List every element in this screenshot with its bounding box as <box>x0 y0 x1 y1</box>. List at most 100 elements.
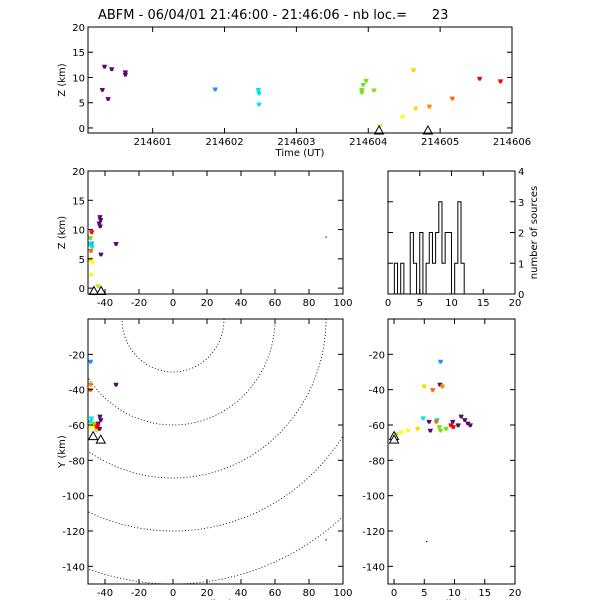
source-point <box>97 224 103 229</box>
x-tick-label: 40 <box>235 588 248 599</box>
station-marker <box>87 430 99 441</box>
source-point <box>420 416 426 421</box>
y-tick-label: 15 <box>72 196 85 207</box>
x-tick-label: 5 <box>417 298 423 309</box>
y-tick-label: 20 <box>72 23 85 34</box>
source-point <box>371 88 377 93</box>
y-tick-label: 5 <box>79 255 85 266</box>
source-point <box>449 96 455 101</box>
y-tick-label: 0 <box>79 284 85 295</box>
source-point <box>325 539 327 541</box>
plot-content <box>88 215 327 288</box>
y-axis-label: Z (km) <box>57 216 68 249</box>
x-tick-label: 15 <box>478 588 491 599</box>
x-tick-label: 214603 <box>277 137 315 148</box>
source-point <box>359 90 365 95</box>
source-point <box>88 359 94 364</box>
xy-panel: -40 -20 0 20 40 60 80 100 -20 -40 -60 -80 -100 -120 -1… <box>57 318 353 600</box>
range-ring <box>88 435 343 532</box>
source-point <box>89 260 95 265</box>
source-point <box>415 426 421 431</box>
source-point <box>96 426 103 431</box>
histogram-steps <box>388 201 515 294</box>
x-tick-label: 15 <box>477 298 490 309</box>
x-tick-label: 0 <box>170 588 176 599</box>
x-tick-label: 214604 <box>349 137 387 148</box>
y-tick-label: 5 <box>79 99 85 110</box>
source-point <box>109 67 115 72</box>
source-point <box>97 215 103 219</box>
y-tick-label: -80 <box>369 456 385 467</box>
station-marker <box>373 124 385 135</box>
x-tick-label: 20 <box>201 298 214 309</box>
source-point <box>430 388 436 392</box>
x-tick-label: 214605 <box>421 137 459 148</box>
source-point <box>325 236 327 238</box>
y-tick-label: 4 <box>518 167 524 178</box>
source-point <box>421 384 427 389</box>
y-tick-label: 10 <box>72 226 85 237</box>
x-tick-label: 60 <box>269 588 282 599</box>
station-marker <box>422 124 434 135</box>
y-tick-label: -80 <box>69 456 85 467</box>
y-tick-label: -100 <box>362 492 385 503</box>
source-point <box>98 252 104 257</box>
x-tick-label: -20 <box>131 298 147 309</box>
source-point <box>88 382 94 387</box>
x-tick-label: 20 <box>509 298 522 309</box>
y-tick-label: 0 <box>79 124 85 135</box>
y-tick-label: -120 <box>362 527 385 538</box>
y-tick-label: -40 <box>69 386 85 397</box>
x-tick-label: -20 <box>131 588 147 599</box>
x-tick-label: -40 <box>97 588 113 599</box>
source-point <box>398 430 404 435</box>
source-point <box>256 102 262 107</box>
station-marker <box>388 434 400 444</box>
source-point <box>450 419 456 424</box>
y-tick-label: 2 <box>518 229 524 240</box>
time-panel: 214601 214602 214603 214604 214605 214606 0 5 10… <box>57 23 531 159</box>
source-point <box>410 68 417 73</box>
source-point <box>450 425 456 429</box>
y-tick-label: 0 <box>518 290 524 301</box>
source-point <box>95 284 101 288</box>
source-point <box>88 242 93 246</box>
x-tick-label: 5 <box>421 588 427 599</box>
source-point <box>462 418 468 422</box>
source-point <box>97 414 103 419</box>
source-point <box>458 414 464 419</box>
source-point <box>400 114 406 119</box>
x-tick-label: 20 <box>201 588 214 599</box>
source-point <box>88 236 93 240</box>
source-point <box>122 72 128 77</box>
y-axis-label: Z (km) <box>57 63 68 96</box>
x-tick-label: 0 <box>385 298 391 309</box>
source-point <box>113 382 119 387</box>
y-tick-label: -100 <box>62 492 85 503</box>
source-point <box>93 428 100 433</box>
source-point <box>98 418 104 422</box>
source-point <box>438 359 444 364</box>
source-point <box>255 87 261 92</box>
source-point <box>95 423 101 428</box>
source-point <box>212 87 218 92</box>
source-point <box>88 273 94 277</box>
source-point <box>363 78 369 83</box>
plot-content <box>388 201 515 294</box>
x-tick-label: 214606 <box>493 137 531 148</box>
y-tick-label: 1 <box>518 259 524 270</box>
y-tick-label: -20 <box>69 350 85 361</box>
source-point <box>497 79 504 84</box>
source-point <box>96 221 102 226</box>
source-point <box>101 64 108 69</box>
x-tick-label: 10 <box>448 588 461 599</box>
source-point <box>443 426 449 431</box>
source-point <box>405 428 411 433</box>
x-tick-label: 80 <box>303 588 316 599</box>
x-tick-label: 0 <box>391 588 397 599</box>
y-tick-label: 20 <box>72 167 85 178</box>
source-point <box>97 218 104 222</box>
source-point <box>89 244 95 249</box>
